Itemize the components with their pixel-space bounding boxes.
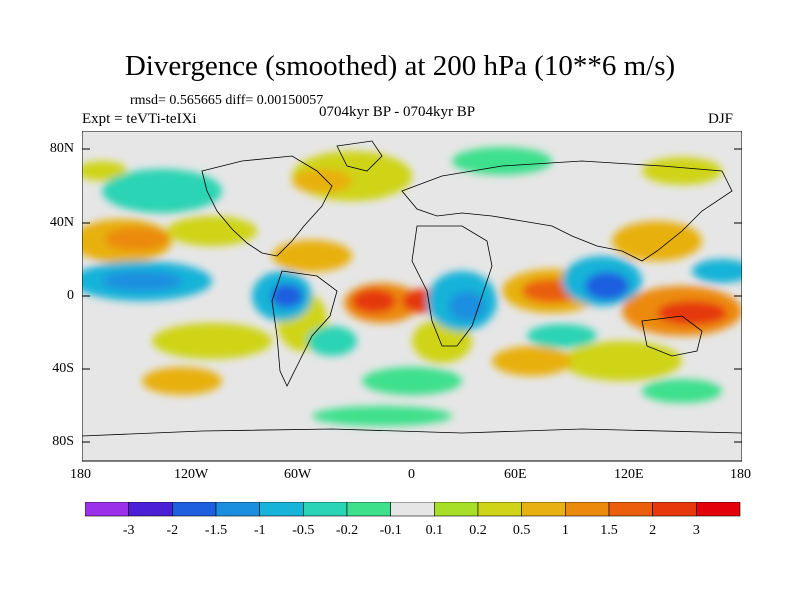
colorbar-swatch [434, 502, 479, 517]
lat-label: 80N [49, 141, 74, 156]
colorbar-swatch [303, 502, 348, 517]
colorbar-swatch [696, 502, 741, 517]
lon-label: 180 [730, 467, 751, 482]
colorbar-label: 1.5 [600, 523, 618, 538]
colorbar-label: 0.2 [469, 523, 487, 538]
colorbar-label: -0.5 [292, 523, 314, 538]
stats-line: rmsd= 0.565665 diff= 0.00150057 [130, 93, 324, 108]
colorbar-label: -0.2 [336, 523, 358, 538]
colorbar-label: -0.1 [380, 523, 402, 538]
colorbar-label: -3 [123, 523, 135, 538]
colorbar-swatch [128, 502, 173, 517]
period-label: 0704kyr BP - 0704kyr BP [319, 104, 476, 120]
colorbar-swatch [608, 502, 653, 517]
lat-label: 40S [52, 361, 74, 376]
map-frame [82, 131, 742, 462]
colorbar: -3 -2 -1.5 -1 -0.5 -0.2 -0.1 0.1 0.2 0.5 1 1.5 2 3 [85, 502, 741, 538]
colorbar-label: -1 [254, 523, 266, 538]
lat-label: 0 [67, 288, 74, 303]
lon-label: 120W [174, 467, 209, 482]
colorbar-label: 0.1 [426, 523, 444, 538]
lon-label: 60W [284, 467, 312, 482]
colorbar-label: 1 [562, 523, 569, 538]
lat-axis [82, 148, 742, 443]
colorbar-label: 2 [649, 523, 656, 538]
colorbar-swatch [652, 502, 697, 517]
lon-label: 120E [614, 467, 644, 482]
colorbar-label: 3 [693, 523, 700, 538]
colorbar-label: -2 [166, 523, 178, 538]
experiment-label: Expt = teVTi-teIXi [82, 111, 197, 127]
lat-label: 80S [52, 434, 74, 449]
colorbar-swatch [85, 502, 129, 517]
colorbar-swatch [172, 502, 217, 517]
colorbar-label: 0.5 [513, 523, 531, 538]
colorbar-swatch [215, 502, 260, 517]
lat-labels: 80N 40N 0 40S 80S [30, 131, 80, 461]
lon-labels: 180 120W 60W 0 60E 120E 180 [70, 467, 751, 487]
divergence-map [82, 131, 742, 462]
lon-label: 60E [504, 467, 527, 482]
colorbar-label: -1.5 [205, 523, 227, 538]
contour-field [82, 147, 742, 426]
colorbar-swatch [390, 502, 435, 517]
colorbar-swatch [521, 502, 566, 517]
colorbar-swatch [346, 502, 391, 517]
season-label: DJF [708, 111, 734, 127]
lat-label: 40N [49, 215, 74, 230]
colorbar-swatch [477, 502, 522, 517]
map-title: Divergence (smoothed) at 200 hPa (10**6 … [124, 50, 676, 82]
coastlines [82, 140, 742, 437]
lon-label: 0 [408, 467, 415, 482]
lon-label: 180 [70, 467, 91, 482]
colorbar-swatch [259, 502, 304, 517]
colorbar-swatch [565, 502, 610, 517]
